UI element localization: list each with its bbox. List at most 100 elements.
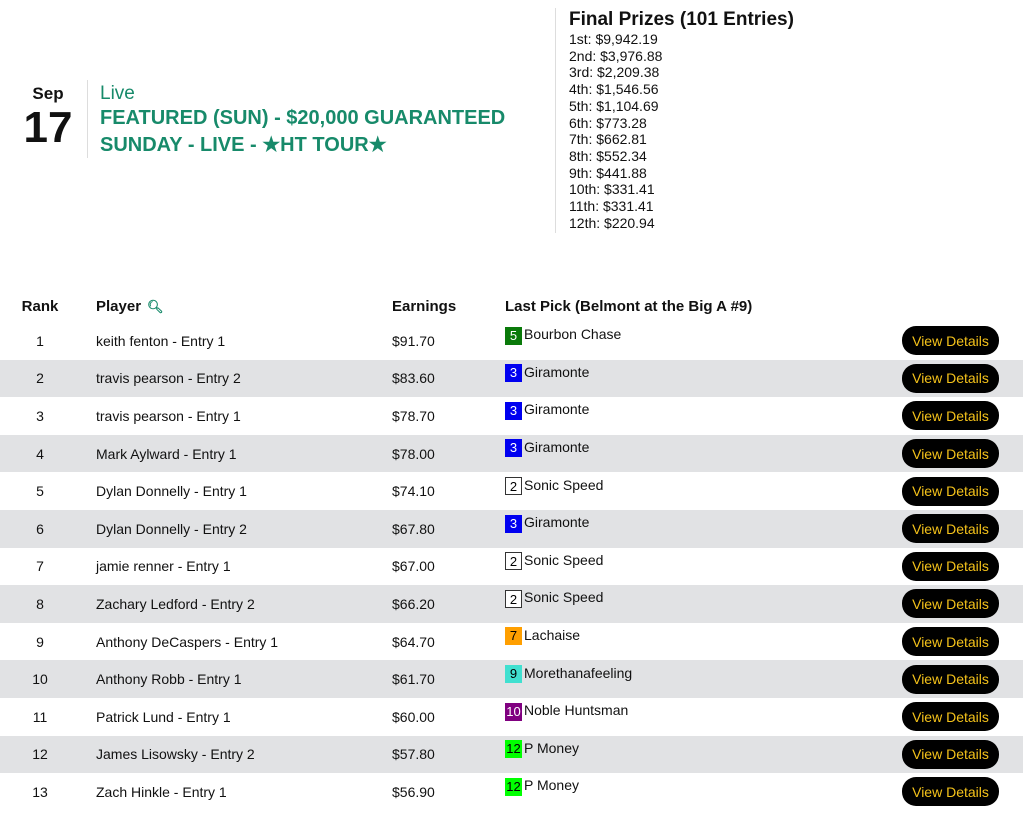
player-name: Patrick Lund - Entry 1: [96, 708, 231, 725]
rank: 11: [32, 708, 48, 725]
earnings: $57.80: [376, 735, 505, 774]
event-status: Live: [100, 83, 135, 104]
header-rank[interactable]: Rank: [21, 297, 59, 315]
horse-name: Giramonte: [524, 514, 590, 531]
table-row: 7 jamie renner - Entry 1 $67.00 2 Sonic S…: [0, 548, 1023, 586]
table-row: 13 Zach Hinkle - Entry 1 $56.90 12 P Mone…: [0, 773, 1023, 811]
view-details-button[interactable]: View Details: [902, 777, 999, 807]
horse-name: Bourbon Chase: [524, 326, 622, 343]
post-number-badge: 5: [505, 326, 522, 345]
table-row: 5 Dylan Donnelly - Entry 1 $74.10 2 Sonic…: [0, 472, 1023, 510]
rank: 8: [0, 585, 80, 623]
post-number-badge: 3: [505, 401, 522, 420]
earnings: $61.70: [376, 660, 505, 698]
player-name: keith fenton - Entry 1: [96, 332, 226, 349]
horse-name: Noble Huntsman: [524, 702, 629, 719]
prize-item: 4th: $1,546.56: [569, 81, 659, 98]
view-details-button[interactable]: View Details: [902, 589, 999, 619]
last-pick: 5 Bourbon Chase View Details: [505, 322, 1023, 360]
table-row: 8 Zachary Ledford - Entry 2 $66.20 2 Soni…: [0, 585, 1023, 623]
earnings: $56.90: [392, 783, 435, 800]
divider: [555, 8, 556, 233]
post-number-badge: 12: [505, 777, 522, 796]
table-row: 4 Mark Aylward - Entry 1 $78.00 3 Giramon…: [0, 434, 1023, 473]
table-row: 9 Anthony DeCaspers - Entry 1 $64.70 7 La…: [0, 623, 1023, 661]
earnings: $67.00: [392, 558, 435, 575]
post-number-badge: 3: [505, 439, 522, 458]
earnings: $66.20: [376, 585, 505, 623]
last-pick: 2 Sonic Speed View Details: [505, 585, 1023, 623]
prize-item: 7th: $662.81: [569, 131, 647, 148]
table-row: 10 Anthony Robb - Entry 1 $61.70 9 Moreth…: [0, 660, 1023, 698]
view-details-button[interactable]: View Details: [902, 439, 999, 469]
rank: 4: [0, 434, 80, 473]
player-name: Zachary Ledford - Entry 2: [80, 585, 376, 623]
earnings: $60.00: [392, 708, 435, 725]
horse-name: Sonic Speed: [524, 551, 604, 568]
table-row: 11 Patrick Lund - Entry 1 $60.00 10 Noble…: [0, 698, 1023, 736]
earnings: $78.00: [376, 434, 505, 473]
view-details-button[interactable]: View Details: [902, 326, 999, 356]
prizes-panel: Final Prizes (101 Entries) 1st: $9,942.1…: [569, 9, 794, 231]
header-earnings[interactable]: Earnings: [392, 297, 457, 315]
view-details-button[interactable]: View Details: [902, 551, 999, 581]
player-name: travis pearson - Entry 2: [80, 359, 376, 398]
horse-name: Giramonte: [524, 363, 590, 380]
post-number-badge: 3: [505, 514, 522, 533]
player-name: Anthony DeCaspers - Entry 1: [96, 633, 279, 650]
last-pick: 3 Giramonte View Details: [505, 397, 1023, 435]
prize-item: 5th: $1,104.69: [569, 97, 659, 114]
post-number-badge: 7: [505, 627, 522, 646]
horse-name: P Money: [524, 777, 579, 794]
view-details-button[interactable]: View Details: [902, 627, 999, 657]
view-details-button[interactable]: View Details: [902, 514, 999, 544]
rank: 6: [0, 509, 80, 548]
player-name: James Lisowsky - Entry 2: [80, 735, 376, 774]
prize-item: 11th: $331.41: [569, 198, 654, 215]
table-row: 6 Dylan Donnelly - Entry 2 $67.80 3 Giram…: [0, 509, 1023, 548]
prize-item: 10th: $331.41: [569, 181, 655, 198]
prize-item: 2nd: $3,976.88: [569, 47, 663, 64]
player-name: Dylan Donnelly - Entry 2: [80, 509, 376, 548]
last-pick: 3 Giramonte View Details: [505, 509, 1023, 548]
view-details-button[interactable]: View Details: [902, 476, 999, 506]
table-row: 2 travis pearson - Entry 2 $83.60 3 Giram…: [0, 359, 1023, 398]
horse-name: Sonic Speed: [524, 476, 604, 493]
earnings: $83.60: [376, 359, 505, 398]
rank: 7: [36, 558, 44, 575]
leaderboard-table: Rank Player 🔍︎ Earnings Last Pick (Belmon…: [0, 290, 1023, 811]
view-details-button[interactable]: View Details: [902, 739, 999, 769]
view-details-button[interactable]: View Details: [902, 363, 999, 393]
rank: 1: [36, 332, 44, 349]
last-pick: 12 P Money View Details: [505, 773, 1023, 811]
event-day: 17: [23, 103, 73, 152]
prize-item: 3rd: $2,209.38: [569, 64, 660, 81]
player-name: jamie renner - Entry 1: [96, 558, 231, 575]
table-row: 3 travis pearson - Entry 1 $78.70 3 Giram…: [0, 397, 1023, 435]
post-number-badge: 10: [505, 702, 522, 721]
view-details-button[interactable]: View Details: [902, 702, 999, 732]
prize-item: 1st: $9,942.19: [569, 31, 658, 47]
horse-name: P Money: [524, 739, 579, 756]
earnings: $74.10: [392, 483, 435, 500]
header-player[interactable]: Player 🔍︎: [80, 290, 376, 322]
last-pick: 9 Morethanafeeling View Details: [505, 660, 1023, 698]
rank: 9: [36, 633, 44, 650]
table-row: 1 keith fenton - Entry 1 $91.70 5 Bourbon…: [0, 322, 1023, 360]
horse-name: Giramonte: [524, 439, 590, 456]
rank: 12: [0, 735, 80, 774]
view-details-button[interactable]: View Details: [902, 664, 999, 694]
search-icon[interactable]: 🔍︎: [147, 298, 164, 314]
view-details-button[interactable]: View Details: [902, 401, 999, 431]
rank: 10: [0, 660, 80, 698]
event-info: Live FEATURED (SUN) - $20,000 GUARANTEED…: [100, 83, 540, 159]
earnings: $91.70: [392, 332, 435, 349]
rank: 2: [0, 359, 80, 398]
event-title: FEATURED (SUN) - $20,000 GUARANTEED SUND…: [100, 107, 506, 156]
divider: [87, 80, 88, 158]
player-name: Zach Hinkle - Entry 1: [96, 783, 227, 800]
last-pick: 2 Sonic Speed View Details: [505, 548, 1023, 586]
prize-item: 9th: $441.88: [569, 164, 647, 181]
last-pick: 10 Noble Huntsman View Details: [505, 698, 1023, 736]
earnings: $78.70: [392, 407, 435, 424]
